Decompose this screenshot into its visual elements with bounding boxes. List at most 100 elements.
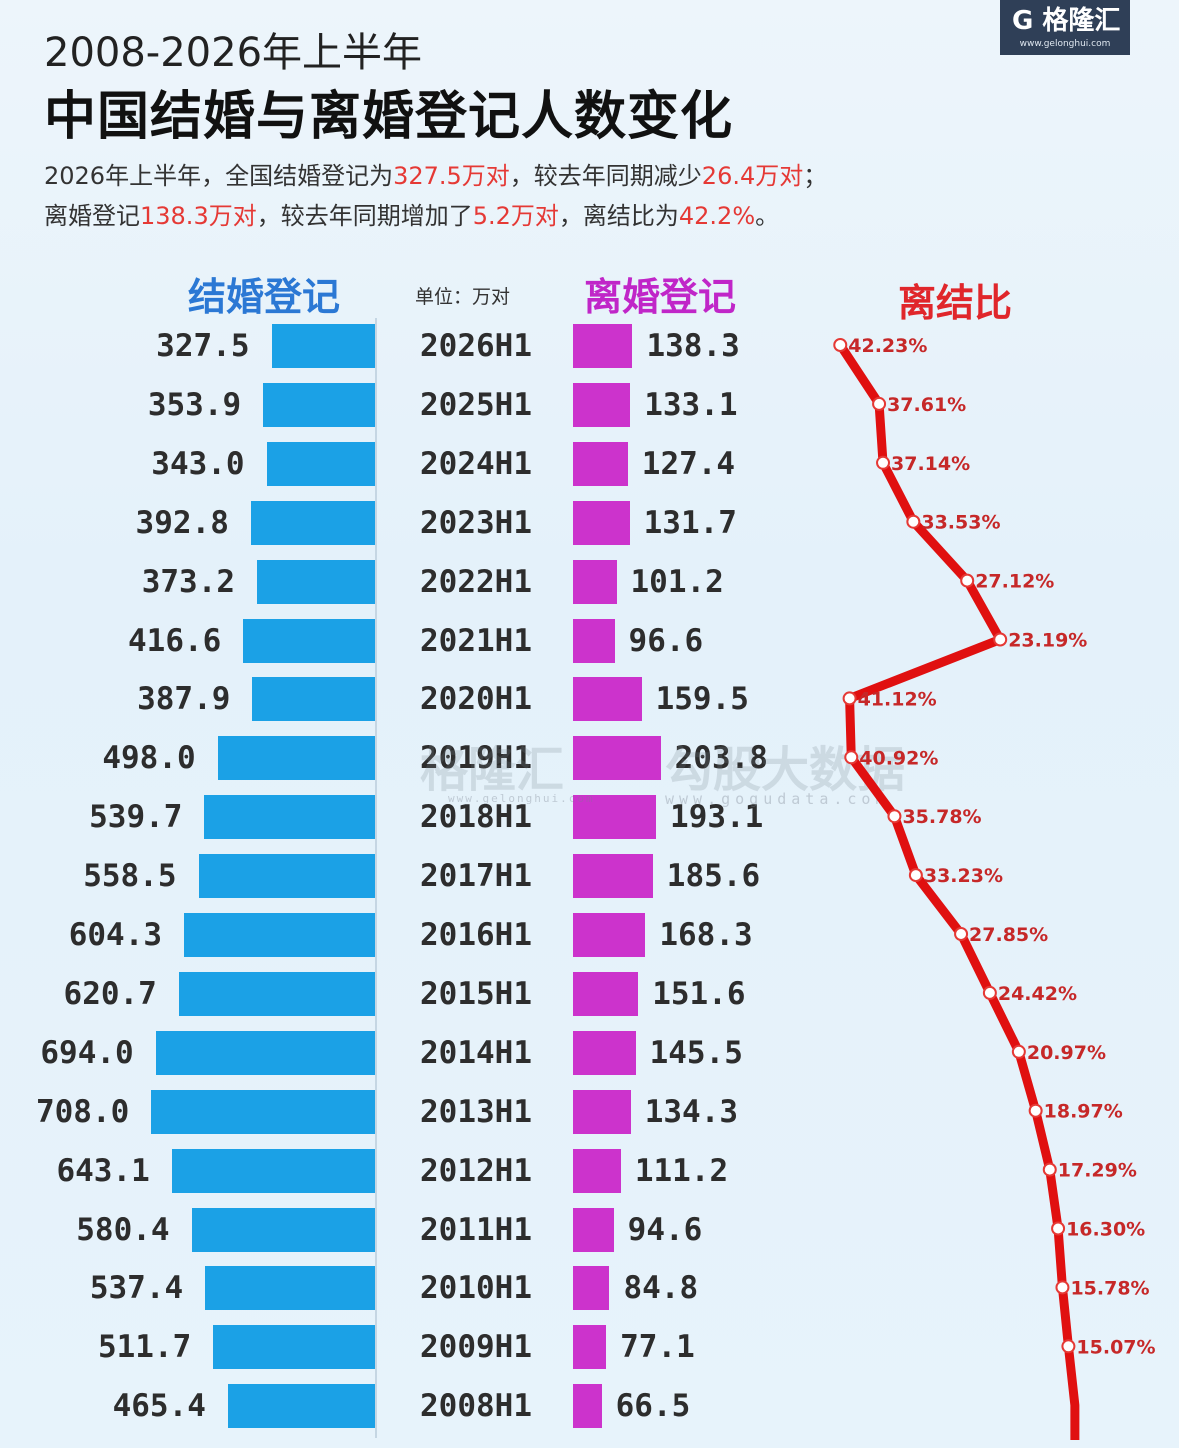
- marriage-bar: [205, 1266, 375, 1311]
- subtitle: 2008-2026年上半年: [44, 30, 423, 76]
- summary-text: 。: [755, 202, 780, 230]
- summary-text: ，离结比为: [558, 202, 679, 230]
- year-label: 2017H1: [420, 858, 532, 895]
- year-label: 2012H1: [420, 1152, 532, 1189]
- ratio-label: 23.19%: [1008, 630, 1087, 652]
- year-label: 2022H1: [420, 563, 532, 600]
- marriage-value-label: 416.6: [128, 622, 222, 659]
- divorce-value-label: 193.1: [670, 799, 764, 836]
- divorce-value-label: 101.2: [630, 563, 724, 600]
- year-label: 2018H1: [420, 799, 532, 836]
- marriage-value-label: 511.7: [97, 1329, 192, 1366]
- logo-url: www.gelonghui.com: [1019, 39, 1111, 49]
- summary-highlight: 327.5万对: [393, 162, 510, 190]
- ratio-point: [993, 632, 1008, 647]
- marriage-value-label: 498.0: [102, 740, 196, 777]
- summary-text: 离婚登记: [44, 202, 140, 230]
- divorce-bar: [573, 1384, 602, 1429]
- divorce-value-label: 133.1: [644, 386, 738, 423]
- divorce-bar: [573, 795, 657, 840]
- divorce-value-label: 134.3: [644, 1093, 739, 1130]
- marriage-bar: [243, 618, 375, 663]
- divorce-value-label: 131.7: [643, 504, 737, 541]
- ratio-point: [1051, 1221, 1066, 1236]
- marriage-value-label: 373.2: [141, 563, 236, 600]
- logo: G 格隆汇 www.gelonghui.com: [1000, 0, 1130, 55]
- divorce-bar: [573, 971, 639, 1016]
- summary-highlight: 5.2万对: [472, 202, 559, 230]
- watermark-right-url: www.gogudata.com: [665, 790, 890, 808]
- marriage-header: 结婚登记: [188, 275, 341, 319]
- divorce-bar: [573, 854, 653, 899]
- divorce-bar: [573, 1207, 614, 1252]
- marriage-value-label: 580.4: [76, 1211, 170, 1248]
- year-label: 2009H1: [420, 1329, 532, 1366]
- marriage-bar: [250, 500, 375, 545]
- divorce-value-label: 96.6: [628, 622, 704, 659]
- ratio-point: [872, 396, 887, 411]
- divorce-value-label: 145.5: [649, 1034, 743, 1071]
- logo-mark: G 格隆汇: [1012, 6, 1121, 36]
- marriage-bar: [227, 1384, 375, 1429]
- ratio-point: [954, 927, 969, 941]
- year-label: 2011H1: [420, 1211, 532, 1248]
- marriage-bar: [271, 324, 375, 368]
- divorce-bar: [573, 441, 628, 486]
- ratio-point: [833, 338, 848, 352]
- ratio-label: 33.23%: [924, 865, 1003, 887]
- ratio-point: [1042, 1162, 1057, 1177]
- ratio-label: 27.12%: [975, 571, 1054, 593]
- watermark-left: 格隆汇: [420, 742, 565, 798]
- marriage-value-label: 537.4: [89, 1270, 184, 1307]
- marriage-bar: [155, 1030, 375, 1075]
- divorce-bar: [573, 736, 661, 781]
- divorce-value-label: 111.2: [634, 1152, 729, 1189]
- ratio-point: [887, 809, 902, 824]
- year-label: 2023H1: [420, 504, 532, 541]
- marriage-bar: [204, 795, 375, 840]
- divorce-bar: [573, 1266, 610, 1311]
- divorce-bar: [573, 1030, 636, 1075]
- marriage-value-label: 708.0: [35, 1093, 130, 1130]
- divorce-bar: [573, 559, 617, 604]
- ratio-line: [836, 342, 1080, 1440]
- divorce-value-label: 66.5: [615, 1388, 691, 1425]
- marriage-bar: [184, 913, 375, 957]
- marriage-value-label: 539.7: [89, 799, 183, 836]
- marriage-bar: [213, 1325, 375, 1370]
- ratio-label: 37.61%: [887, 394, 966, 416]
- year-label: 2008H1: [420, 1388, 532, 1425]
- year-label: 2013H1: [420, 1093, 532, 1130]
- divorce-header: 离婚登记: [584, 275, 737, 319]
- axis-line: [375, 318, 377, 1438]
- watermark-left-url: www.gelonghui.com: [448, 792, 595, 805]
- ratio-label: 18.97%: [1044, 1101, 1123, 1123]
- marriage-value-label: 327.5: [156, 328, 250, 364]
- marriage-bar: [266, 441, 375, 486]
- divorce-value-label: 84.8: [623, 1270, 699, 1307]
- ratio-header: 离结比: [898, 281, 1013, 325]
- divorce-value-label: 127.4: [641, 445, 736, 482]
- ratio-label: 37.14%: [891, 453, 970, 475]
- marriage-bar: [151, 1089, 375, 1134]
- ratio-label: 17.29%: [1058, 1160, 1137, 1182]
- summary-text: ；: [803, 162, 828, 190]
- marriage-value-label: 694.0: [40, 1034, 134, 1071]
- ratio-point: [876, 455, 891, 470]
- ratio-label: 15.78%: [1070, 1277, 1149, 1299]
- summary-text: 2026年上半年，全国结婚登记为: [44, 162, 394, 190]
- marriage-value-label: 343.0: [151, 445, 245, 482]
- marriage-bar: [252, 677, 375, 722]
- marriage-bar: [263, 382, 375, 427]
- year-label: 2014H1: [420, 1034, 532, 1071]
- marriage-bar: [198, 854, 375, 899]
- divorce-bar: [573, 677, 642, 722]
- ratio-point: [844, 750, 859, 765]
- ratio-label: 33.53%: [921, 512, 1000, 534]
- divorce-value-label: 168.3: [659, 917, 753, 953]
- marriage-value-label: 387.9: [137, 681, 231, 718]
- divorce-bar: [573, 1148, 621, 1193]
- divorce-value-label: 94.6: [627, 1211, 703, 1248]
- ratio-label: 16.30%: [1066, 1219, 1145, 1241]
- year-label: 2021H1: [420, 622, 532, 659]
